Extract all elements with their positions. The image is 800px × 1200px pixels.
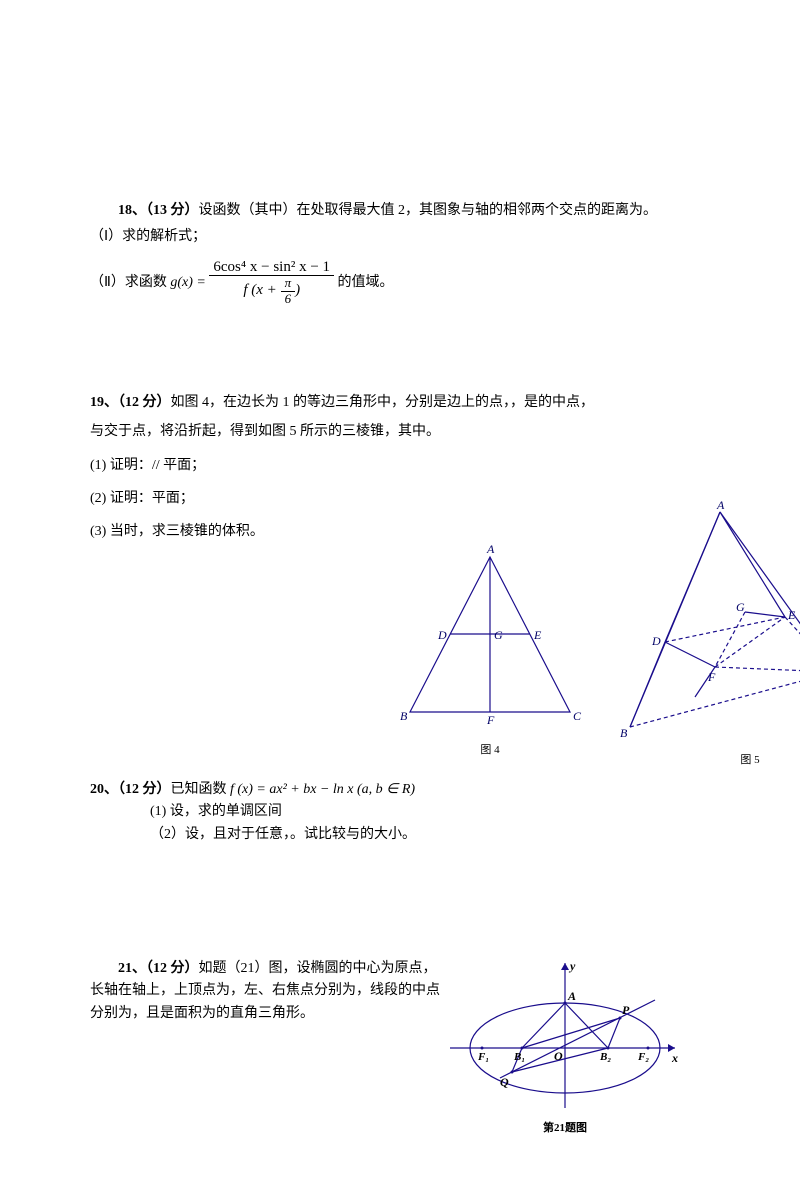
q20-text: 已知函数	[171, 782, 231, 797]
q18-num: 18、（13 分）	[118, 203, 199, 218]
lbl5-G: G	[736, 600, 745, 614]
lbl-B2: B₂	[599, 1051, 611, 1063]
fig21-label: 第21题图	[450, 1120, 680, 1138]
q19-line2: 与交于点，将沿折起，得到如图 5 所示的三棱锥，其中。	[90, 417, 720, 446]
question-20: 20、（12 分）已知函数 f (x) = ax² + bx − ln x (a…	[90, 779, 720, 846]
lbl-C: C	[573, 709, 582, 723]
q19-figures: A B C D E F G 图 4	[90, 537, 720, 757]
q21-text-block: 21、（12 分）如题（21）图，设椭圆的中心为原点，长轴在轴上，上顶点为，左、…	[90, 958, 450, 1025]
q21-num: 21、（12 分）	[118, 961, 199, 976]
q18-p2-prefix: （Ⅱ）求函数	[90, 275, 170, 290]
lbl-Q: Q	[500, 1075, 509, 1089]
lbl5-F: F	[707, 670, 716, 684]
lbl-x: x	[671, 1051, 678, 1065]
q19-l1: 如图 4，在边长为 1 的等边三角形中，分别是边上的点，，是的中点，	[171, 395, 595, 410]
lbl-D: D	[437, 628, 447, 642]
lbl-P: P	[622, 1003, 630, 1017]
figure-21: x y O A P Q F₁ F₂ B₁ B₂	[450, 958, 680, 1138]
lbl-A: A	[567, 989, 576, 1003]
q19-line1: 19、（12 分）如图 4，在边长为 1 的等边三角形中，分别是边上的点，，是的…	[90, 388, 720, 417]
q18-pi: π	[281, 276, 296, 291]
lbl5-B: B	[620, 726, 628, 740]
lbl-F2: F₂	[637, 1051, 649, 1063]
lbl-F: F	[486, 713, 495, 727]
q20-num: 20、（12 分）	[90, 782, 171, 797]
lbl-G: G	[494, 628, 503, 642]
fig21-svg: x y O A P Q F₁ F₂ B₁ B₂	[450, 958, 680, 1118]
q18-part1: （Ⅰ）求的解析式；	[90, 226, 720, 248]
q18-den1: f (x +	[243, 283, 280, 299]
lbl-B1: B₁	[513, 1051, 525, 1063]
fig5-svg: A B C D E F G	[590, 497, 800, 747]
question-19: 19、（12 分）如图 4，在边长为 1 的等边三角形中，分别是边上的点，，是的…	[90, 388, 720, 757]
q18-fraction: 6cos⁴ x − sin² x − 1 f (x + π6)	[209, 259, 334, 306]
lbl5-D: D	[651, 634, 661, 648]
fig4-label: 图 4	[390, 739, 590, 762]
lbl-A: A	[486, 542, 495, 556]
q18-six: 6	[281, 292, 296, 306]
lbl-y: y	[568, 959, 576, 973]
question-18: 18、（13 分）设函数（其中）在处取得最大值 2，其图象与轴的相邻两个交点的距…	[90, 200, 720, 306]
figure-5: A B C D E F G 图 5	[590, 497, 800, 772]
q20-header: 20、（12 分）已知函数 f (x) = ax² + bx − ln x (a…	[90, 779, 720, 801]
lbl-B: B	[400, 709, 408, 723]
q18-denominator: f (x + π6)	[209, 276, 334, 306]
lbl-E: E	[533, 628, 542, 642]
q18-text: 设函数（其中）在处取得最大值 2，其图象与轴的相邻两个交点的距离为。	[199, 203, 658, 218]
q18-numerator: 6cos⁴ x − sin² x − 1	[209, 259, 334, 277]
lbl5-A: A	[716, 498, 725, 512]
lbl-F1: F₁	[477, 1051, 489, 1063]
q18-close: )	[295, 283, 300, 299]
fig4-svg: A B C D E F G	[390, 537, 590, 737]
q19-p1: (1) 证明：// 平面；	[90, 451, 720, 480]
q18-part2: （Ⅱ）求函数 g(x) = 6cos⁴ x − sin² x − 1 f (x …	[90, 259, 720, 306]
q20-p2: （2）设，且对于任意，。试比较与的大小。	[90, 824, 720, 846]
q18-header: 18、（13 分）设函数（其中）在处取得最大值 2，其图象与轴的相邻两个交点的距…	[90, 200, 720, 222]
q20-fx: f (x) = ax² + bx − ln x (a, b ∈ R)	[230, 782, 415, 797]
figure-4: A B C D E F G 图 4	[390, 537, 590, 762]
question-21: 21、（12 分）如题（21）图，设椭圆的中心为原点，长轴在轴上，上顶点为，左、…	[90, 958, 720, 1138]
q18-g: g(x) =	[170, 275, 206, 290]
lbl-O: O	[554, 1049, 563, 1063]
q20-p1: (1) 设，求的单调区间	[90, 801, 720, 823]
fig5-label: 图 5	[650, 749, 800, 772]
q18-p2-suffix: 的值域。	[338, 275, 394, 290]
lbl5-E: E	[787, 608, 796, 622]
q19-num: 19、（12 分）	[90, 395, 171, 410]
